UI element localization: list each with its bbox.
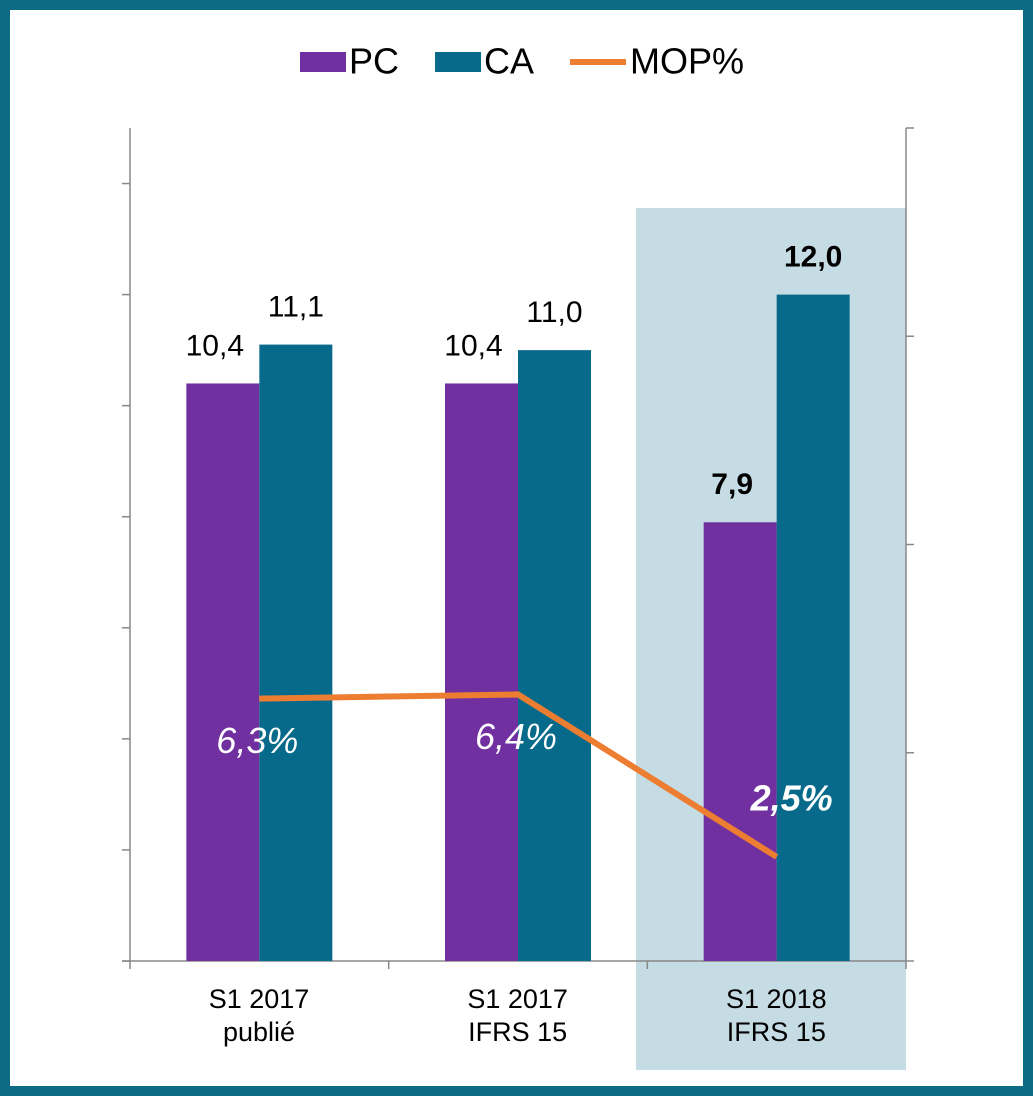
data-label: 11,1 <box>268 291 324 324</box>
bar <box>703 522 777 961</box>
data-label: 12,0 <box>784 241 842 274</box>
bar <box>445 383 518 961</box>
x-tick-label: S1 2018 IFRS 15 <box>726 984 827 1047</box>
data-label: 10,4 <box>444 329 502 362</box>
legend-label: PC <box>349 41 399 82</box>
bar <box>186 383 260 961</box>
data-label: 10,4 <box>186 329 244 362</box>
data-label: 7,9 <box>711 468 753 501</box>
bar <box>776 294 850 962</box>
data-label: 6,4% <box>475 716 557 757</box>
data-label: 11,0 <box>526 296 582 329</box>
x-tick-label: S1 2017 IFRS 15 <box>467 984 568 1047</box>
data-label: 6,3% <box>216 720 298 761</box>
bar <box>518 350 591 962</box>
legend-label: CA <box>484 41 534 82</box>
data-label: 2,5% <box>750 777 833 818</box>
legend-label: MOP% <box>630 41 744 82</box>
legend-swatch <box>435 52 482 72</box>
x-tick-label: S1 2017 publié <box>208 984 310 1047</box>
bar <box>259 344 333 962</box>
legend-swatch <box>300 52 346 72</box>
line <box>259 691 779 860</box>
